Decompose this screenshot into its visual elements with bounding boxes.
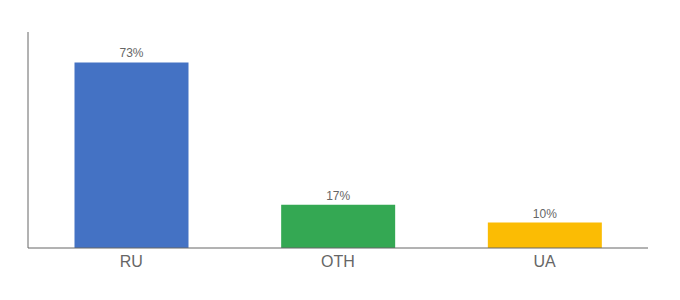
svg-text:RU: RU [120,253,143,270]
svg-text:10%: 10% [533,207,557,221]
svg-text:OTH: OTH [321,253,355,270]
svg-text:UA: UA [534,253,557,270]
svg-text:17%: 17% [326,189,350,203]
svg-text:73%: 73% [119,46,143,60]
